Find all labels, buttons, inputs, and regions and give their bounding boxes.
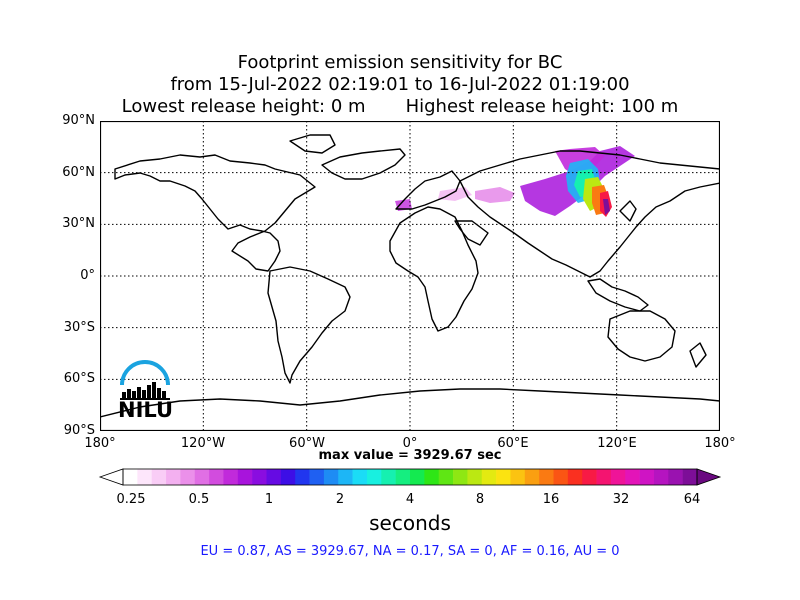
colorbar-cell: [381, 469, 396, 485]
colorbar-high-extend: [696, 468, 722, 486]
colorbar-unit-label: seconds: [369, 511, 451, 535]
colorbar-cell: [309, 469, 325, 485]
map-title-line-3: Lowest release height: 0 m Highest relea…: [121, 96, 679, 117]
colorbar-cell: [137, 469, 152, 485]
colorbar-cell: [180, 469, 196, 485]
colorbar-tick-7: 32: [612, 492, 630, 507]
colorbar-cell: [410, 469, 425, 485]
colorbar-cell: [424, 469, 439, 485]
max-value-label: max value = 3929.67 sec: [318, 448, 502, 463]
colorbar-cell: [481, 469, 497, 485]
colorbar-cell: [539, 469, 554, 485]
colorbar-cell: [209, 469, 224, 485]
lat-tick-30n: 30°N: [62, 216, 95, 231]
lat-tick-60n: 60°N: [62, 165, 95, 180]
lon-tick-0: 0°: [402, 436, 418, 451]
colorbar-cell: [323, 469, 339, 485]
colorbar-tick-8: 64: [683, 492, 701, 507]
colorbar-tick-5: 8: [475, 492, 485, 507]
colorbar-cell: [123, 469, 138, 485]
colorbar-cell: [237, 469, 253, 485]
colorbar-cell: [352, 469, 368, 485]
colorbar-tick-2: 1: [264, 492, 274, 507]
colorbar-cell: [467, 469, 483, 485]
colorbar-cell: [610, 469, 626, 485]
lat-tick-0: 0°: [80, 268, 95, 283]
colorbar-cell: [453, 469, 468, 485]
colorbar-cell: [510, 469, 526, 485]
map-title-line-1: Footprint emission sensitivity for BC: [237, 52, 563, 73]
colorbar-cell: [166, 469, 181, 485]
nilu-logo-icon: [120, 360, 170, 400]
map-title-line-2: from 15-Jul-2022 02:19:01 to 16-Jul-2022…: [170, 74, 630, 95]
lon-tick-180e: 180°: [704, 436, 736, 451]
colorbar-cell: [639, 469, 655, 485]
colorbar-cell: [194, 469, 210, 485]
lon-tick-60e: 60°E: [497, 436, 529, 451]
footprint-plume: [395, 146, 635, 217]
lon-tick-180w: 180°: [84, 436, 116, 451]
colorbar-cell: [252, 469, 267, 485]
colorbar: [98, 468, 722, 486]
colorbar-cell: [496, 469, 511, 485]
colorbar-cell: [596, 469, 612, 485]
colorbar-cell: [151, 469, 167, 485]
colorbar-cell: [668, 469, 683, 485]
colorbar-low-extend: [98, 468, 124, 486]
colorbar-cell: [295, 469, 310, 485]
colorbar-tick-1: 0.5: [188, 492, 210, 507]
world-map: [100, 121, 720, 431]
colorbar-tick-0: 0.25: [116, 492, 146, 507]
lat-tick-30s: 30°S: [63, 320, 95, 335]
colorbar-cell: [338, 469, 353, 485]
lat-tick-90s: 90°S: [63, 423, 95, 438]
map-frame: [100, 121, 720, 431]
region-stats: EU = 0.87, AS = 3929.67, NA = 0.17, SA =…: [200, 544, 620, 559]
colorbar-cell: [280, 469, 296, 485]
colorbar-tick-4: 4: [405, 492, 415, 507]
colorbar-cell: [582, 469, 597, 485]
lon-tick-60w: 60°W: [289, 436, 325, 451]
colorbar-cell: [395, 469, 411, 485]
coastlines: [100, 134, 720, 418]
colorbar-cell: [553, 469, 569, 485]
colorbar-cell: [567, 469, 583, 485]
lon-tick-120e: 120°E: [597, 436, 637, 451]
colorbar-tick-3: 2: [335, 492, 345, 507]
colorbar-cell: [625, 469, 640, 485]
colorbar-cell: [266, 469, 282, 485]
colorbar-cell: [524, 469, 540, 485]
colorbar-cell: [366, 469, 382, 485]
colorbar-cell: [682, 469, 698, 485]
graticule: [100, 121, 720, 431]
lat-tick-90n: 90°N: [62, 113, 95, 128]
colorbar-cell: [653, 469, 669, 485]
colorbar-tick-6: 16: [542, 492, 560, 507]
colorbar-cell: [438, 469, 454, 485]
lon-tick-120w: 120°W: [180, 436, 226, 451]
colorbar-cell: [223, 469, 239, 485]
lat-tick-60s: 60°S: [63, 371, 95, 386]
nilu-logo-text: NILU: [118, 398, 174, 422]
